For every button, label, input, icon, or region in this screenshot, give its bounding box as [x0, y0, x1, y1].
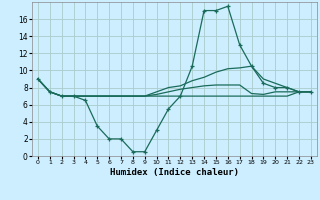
X-axis label: Humidex (Indice chaleur): Humidex (Indice chaleur)	[110, 168, 239, 177]
